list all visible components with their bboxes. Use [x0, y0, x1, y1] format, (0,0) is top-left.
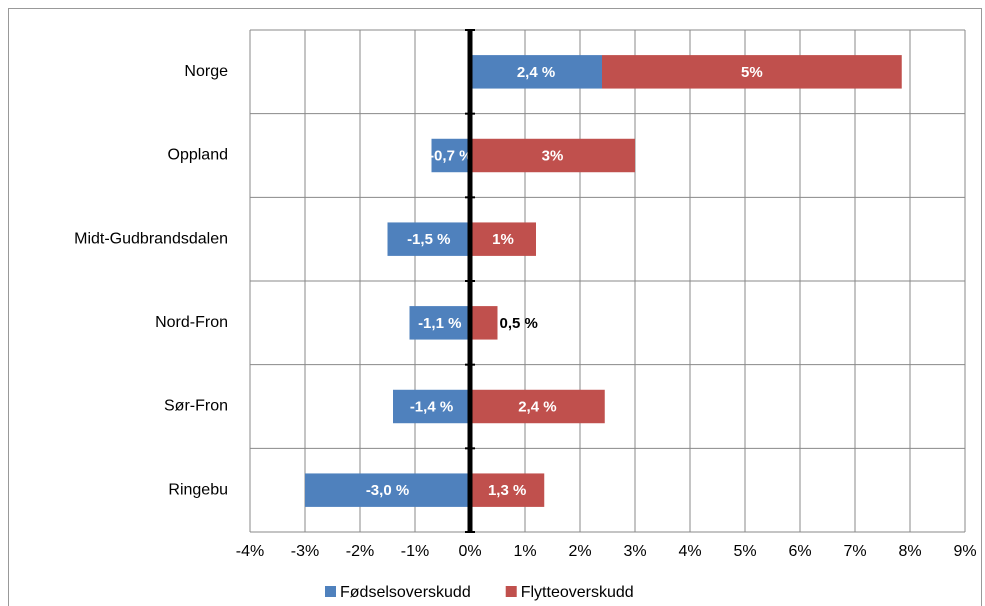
data-label: 5%	[741, 64, 763, 81]
bar	[387, 222, 470, 256]
legend-swatch	[505, 586, 517, 597]
y-tick-label: Midt-Gudbrandsdalen	[74, 230, 228, 247]
y-tick-label: Sør-Fron	[164, 398, 228, 415]
y-tick-label: Ringebu	[168, 481, 228, 498]
data-label: 1,3 %	[488, 482, 526, 499]
bar	[470, 55, 602, 89]
data-label: 2,4 %	[517, 64, 555, 81]
bar	[393, 389, 470, 424]
data-label: -1,1 %	[418, 315, 461, 332]
x-tick-label: 2%	[568, 543, 591, 560]
bar	[409, 306, 470, 340]
x-tick-label: 3%	[623, 543, 646, 560]
y-tick-label: Oppland	[168, 147, 229, 164]
x-tick-label: -1%	[401, 543, 429, 560]
x-tick-label: 0%	[458, 543, 481, 560]
x-tick-label: 9%	[953, 543, 976, 560]
x-tick-label: 5%	[733, 543, 756, 560]
legend-swatch	[325, 586, 336, 597]
bar	[431, 138, 470, 173]
x-tick-label: 4%	[678, 543, 701, 560]
bar	[602, 55, 902, 89]
x-tick-label: 7%	[843, 543, 866, 560]
x-tick-label: -3%	[291, 543, 319, 560]
bar	[470, 222, 536, 256]
data-label: -0,7 %	[429, 147, 472, 164]
x-tick-label: 6%	[788, 543, 811, 560]
bar	[470, 306, 498, 340]
legend-label: Flytteoverskudd	[521, 584, 634, 601]
data-label: 0,5 %	[500, 315, 538, 332]
data-label: -1,4 %	[410, 398, 453, 415]
data-label: -1,5 %	[407, 231, 450, 248]
data-label: 1%	[492, 231, 514, 248]
y-tick-label: Norge	[184, 63, 228, 80]
data-label: -3,0 %	[366, 482, 409, 499]
data-label: 3%	[542, 147, 564, 164]
x-tick-label: -2%	[346, 543, 374, 560]
x-tick-label: -4%	[236, 543, 264, 560]
bar	[305, 473, 470, 507]
y-tick-label: Nord-Fron	[155, 314, 228, 331]
x-tick-label: 1%	[513, 543, 536, 560]
bar	[470, 389, 605, 424]
legend-label: Fødselsoverskudd	[340, 584, 471, 601]
data-label: 2,4 %	[518, 398, 556, 415]
x-tick-label: 8%	[898, 543, 921, 560]
bar	[470, 473, 545, 507]
bar	[470, 138, 635, 173]
